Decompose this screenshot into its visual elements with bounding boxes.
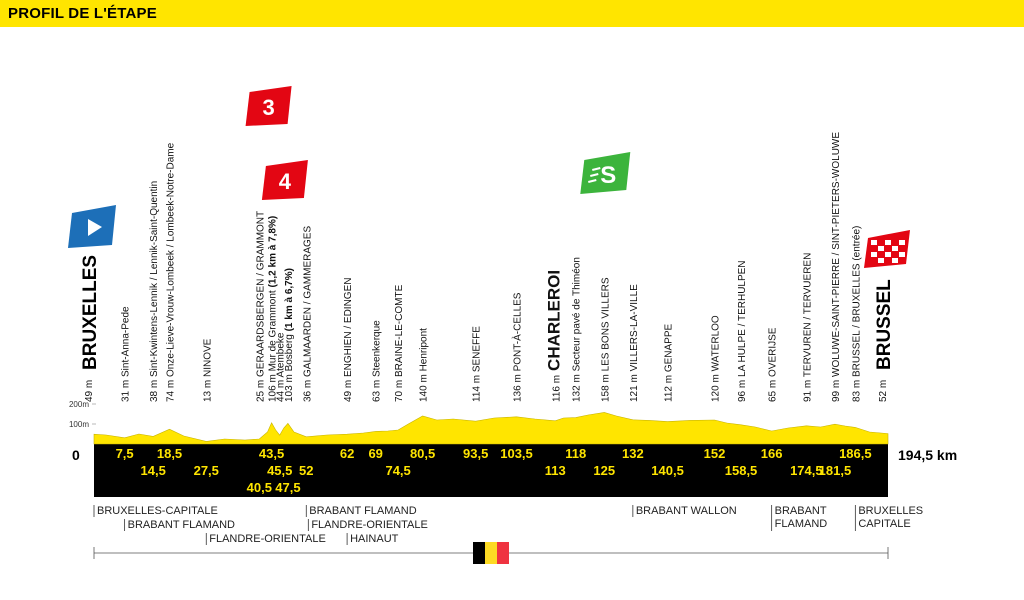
- waypoint-label: 112 m GENAPPE: [664, 323, 675, 402]
- region-label: FLANDRE-ORIENTALE: [209, 533, 326, 545]
- region-label: BRUXELLES-CAPITALE: [97, 505, 218, 517]
- waypoint-label: 116 mCHARLEROI: [544, 270, 563, 402]
- km-label: 7,5: [116, 446, 134, 461]
- waypoint-label: 158 m LES BONS VILLERS: [600, 277, 611, 402]
- waypoint-label: 25 m GERAARDSBERGEN / GRAMMONT: [255, 211, 266, 402]
- km-label: 118: [565, 446, 586, 461]
- profile-base: [94, 444, 888, 497]
- region-label: BRUXELLES CAPITALE: [858, 505, 923, 530]
- km-label: 181,5: [819, 463, 852, 478]
- waypoint-label: 13 m NINOVE: [202, 338, 213, 402]
- km-label: 103,5: [500, 446, 533, 461]
- waypoint-label: 140 m Henripont: [419, 328, 430, 402]
- waypoint-label: 120 m WATERLOO: [711, 315, 722, 402]
- waypoint-label: 49 m ENGHIEN / EDINGEN: [343, 278, 354, 402]
- km-label: 27,5: [194, 463, 219, 478]
- svg-text:3: 3: [262, 95, 274, 120]
- waypoint-label: 91 m TERVUREN / TERVUEREN: [802, 253, 813, 402]
- elevation-area: [93, 412, 889, 445]
- total-distance-label: 194,5 km: [898, 447, 957, 463]
- waypoint-labels: 31 m Sint-Anna-Pede 38 m Sint-Kwintens-Le…: [121, 132, 863, 402]
- km-label: 47,5: [275, 480, 300, 495]
- belgium-flag-icon: [473, 542, 509, 564]
- region-label: FLANDRE-ORIENTALE: [311, 519, 428, 531]
- start-arrow-icon: [68, 205, 116, 248]
- waypoint-label: 121 m VILLERS-LA-VILLE: [629, 284, 640, 402]
- km-label: 18,5: [157, 446, 182, 461]
- region-label: HAINAUT: [350, 533, 399, 545]
- elevation-fill: [93, 412, 889, 445]
- svg-text:4: 4: [279, 169, 292, 194]
- climb-category-3-icon: 3: [245, 86, 292, 126]
- start-km-label: 0: [72, 447, 80, 463]
- sprint-icon: S: [580, 152, 631, 194]
- km-label: 186,5: [839, 446, 872, 461]
- waypoint-label: 106 m Mur de Grammont (1,2 km à 7,8%): [268, 216, 279, 402]
- km-label: 166: [761, 446, 783, 461]
- profile-icons: 3 4 S: [68, 86, 910, 268]
- km-label: 62: [340, 446, 354, 461]
- waypoint-label: 70 m BRAINE-LE-COMTE: [394, 284, 405, 402]
- km-label: 174,5: [790, 463, 823, 478]
- waypoint-label: 65 m OVERIJSE: [768, 327, 779, 402]
- svg-text:S: S: [600, 162, 616, 189]
- km-label: 132: [622, 446, 644, 461]
- altitude-axis: 200m 100m 0 194,5 km: [69, 400, 957, 463]
- region-band: BRUXELLES-CAPITALE BRABANT FLAMAND FLANDRE…: [93, 505, 923, 545]
- km-label: 52: [299, 463, 313, 478]
- km-label: 14,5: [141, 463, 166, 478]
- region-label: BRABANT FLAMAND: [309, 505, 416, 517]
- km-label: 43,5: [259, 446, 284, 461]
- region-label: BRABANT FLAMAND: [775, 505, 828, 530]
- km-label: 69: [368, 446, 382, 461]
- profile-base-band: [94, 444, 888, 497]
- km-label: 140,5: [651, 463, 684, 478]
- finish-flag-icon: [864, 230, 910, 268]
- km-label: 45,5: [267, 463, 292, 478]
- waypoint-label: 99 m WOLUWE-SAINT-PIERRE / SINT-PIETERS-…: [831, 132, 842, 402]
- region-label: BRABANT FLAMAND: [128, 519, 235, 531]
- finish-city: BRUSSEL: [874, 279, 895, 370]
- waypoint-label: 136 m PONT-À-CELLES: [511, 292, 524, 402]
- km-labels: 7,5 14,5 18,5 27,5 40,5 43,5 45,5 47,5 52 62 6974,…: [116, 446, 872, 495]
- waypoint-label: 74 m Onze-Lieve-Vrouw-Lombeek / Lombeek-…: [166, 142, 177, 402]
- page-title: PROFIL DE L'ÉTAPE: [8, 5, 157, 22]
- altitude-tick-label: 100m: [69, 420, 89, 429]
- km-label: 80,5: [410, 446, 435, 461]
- waypoint-label: 38 m Sint-Kwintens-Lennik / Lennik-Saint…: [149, 181, 160, 402]
- belgium-flag-group: [93, 542, 889, 564]
- waypoint-label: 83 m BRUSSEL / BRUXELLES (entrée): [851, 226, 862, 402]
- km-label: 40,5: [247, 480, 272, 495]
- start-altitude: 49 m: [84, 380, 95, 402]
- km-label: 152: [704, 446, 726, 461]
- km-label: 93,5: [463, 446, 488, 461]
- start-city: BRUXELLES: [80, 255, 101, 370]
- finish-altitude: 52 m: [878, 380, 889, 402]
- waypoint-label: 63 m Steenkerque: [372, 320, 383, 402]
- waypoint-label: 132 m Secteur pavé de Thiméon: [572, 257, 583, 402]
- waypoint-label: 96 m LA HULPE / TERHULPEN: [737, 260, 748, 402]
- waypoint-label: 44 m Atembeke: [276, 332, 287, 402]
- altitude-tick-label: 200m: [69, 400, 89, 409]
- km-label: 113: [545, 463, 566, 478]
- waypoint-label: 31 m Sint-Anna-Pede: [121, 306, 132, 402]
- header-band: PROFIL DE L'ÉTAPE: [0, 0, 1024, 27]
- km-label: 125: [593, 463, 615, 478]
- km-label: 74,5: [385, 463, 410, 478]
- waypoint-label: 114 m SENEFFE: [472, 326, 483, 402]
- climb-category-4-icon: 4: [261, 160, 308, 200]
- region-label: BRABANT WALLON: [636, 505, 737, 517]
- km-label: 158,5: [725, 463, 758, 478]
- start-finish-labels: 49 m BRUXELLES 52 m BRUSSEL: [80, 255, 895, 402]
- waypoint-label: 103 m Bosberg (1 km à 6,7%): [284, 268, 295, 402]
- waypoint-label: 36 m GALMAARDEN / GAMMERAGES: [302, 226, 313, 402]
